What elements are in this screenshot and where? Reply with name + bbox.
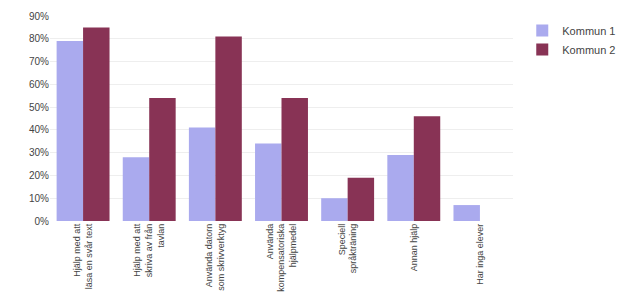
svg-text:70%: 70% <box>29 56 49 67</box>
svg-text:80%: 80% <box>29 33 49 44</box>
svg-text:Hjälp med attskriva av fråntav: Hjälp med attskriva av fråntavlan <box>132 223 165 277</box>
svg-text:50%: 50% <box>29 102 49 113</box>
svg-text:Hjälp med attläsa en svår text: Hjälp med attläsa en svår text <box>72 223 94 289</box>
svg-text:Användakompensatoriskahjälpmed: Användakompensatoriskahjälpmedel <box>265 224 298 292</box>
svg-text:20%: 20% <box>29 170 49 181</box>
svg-text:Har inga elever: Har inga elever <box>475 224 485 285</box>
svg-text:Använda datornsom skrivverktyg: Använda datornsom skrivverktyg <box>204 224 226 291</box>
svg-text:0%: 0% <box>35 216 50 227</box>
svg-text:30%: 30% <box>29 147 49 158</box>
svg-text:40%: 40% <box>29 124 49 135</box>
svg-text:10%: 10% <box>29 193 49 204</box>
svg-text:Kommun 1: Kommun 1 <box>562 25 615 37</box>
svg-text:90%: 90% <box>29 11 49 22</box>
svg-text:60%: 60% <box>29 79 49 90</box>
svg-text:Speciellspråkträning: Speciellspråkträning <box>337 224 359 274</box>
svg-text:Kommun 2: Kommun 2 <box>562 44 615 56</box>
svg-text:Annan hjälp: Annan hjälp <box>409 224 419 272</box>
